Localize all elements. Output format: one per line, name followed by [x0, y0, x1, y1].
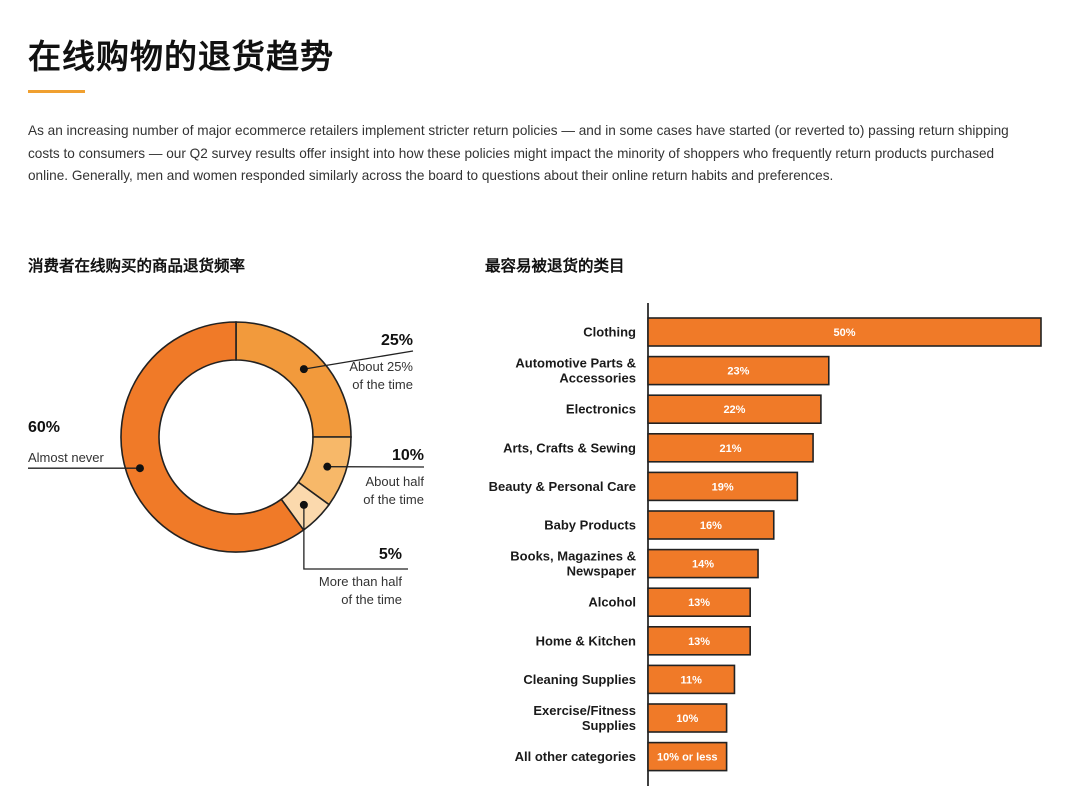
- slice-category-label: Almost never: [28, 450, 105, 465]
- bar-data-label: 50%: [833, 327, 855, 339]
- slice-value-label: 5%: [379, 546, 402, 563]
- leader-line: [303, 504, 408, 570]
- bar: [647, 317, 1042, 347]
- bar: [647, 471, 799, 502]
- bar-category-label: Beauty & Personal Care: [489, 479, 636, 494]
- bar-data-label: 16%: [700, 520, 722, 532]
- bar: [647, 548, 759, 579]
- leader-dot: [299, 500, 308, 509]
- leader-line: [303, 350, 414, 370]
- bar: [647, 432, 814, 463]
- intro-paragraph: As an increasing number of major ecommer…: [28, 123, 1009, 183]
- bar-category-label: Arts, Crafts & Sewing: [503, 440, 636, 455]
- slice-value-label: 60%: [28, 419, 60, 436]
- bar: [647, 587, 751, 618]
- bar-category-label: Baby Products: [544, 518, 636, 533]
- slice-value-label: 25%: [381, 332, 413, 349]
- bar-data-label: 13%: [688, 636, 710, 648]
- bar-data-label: 19%: [712, 481, 734, 493]
- title-underline: [28, 90, 85, 93]
- leader-dot: [323, 462, 332, 471]
- bar: [647, 741, 728, 772]
- bar-category-label: Cleaning Supplies: [523, 672, 636, 687]
- bar-category-label: Books, Magazines & Newspaper: [510, 549, 636, 579]
- bar-data-label: 22%: [723, 404, 745, 416]
- slice-category-label: About half of the time: [363, 474, 424, 507]
- bar-data-label: 23%: [727, 366, 749, 378]
- bar-data-label: 10% or less: [657, 752, 718, 764]
- bar-category-label: Electronics: [566, 402, 636, 417]
- bar-data-label: 10%: [676, 713, 698, 725]
- bar-data-label: 14%: [692, 559, 714, 571]
- bar-category-label: Automotive Parts & Accessories: [515, 356, 636, 386]
- page-title: 在线购物的退货趋势: [28, 37, 334, 76]
- bar-category-label: Alcohol: [588, 595, 636, 610]
- bar-data-label: 13%: [688, 597, 710, 609]
- slice-category-label: About 25% of the time: [349, 359, 413, 392]
- donut-chart-title: 消费者在线购买的商品退货频率: [28, 257, 246, 275]
- bar: [647, 703, 728, 733]
- leader-dot: [299, 365, 308, 374]
- bar-category-label: All other categories: [515, 749, 636, 764]
- bar-data-label: 11%: [681, 674, 703, 686]
- bar-chart-title: 最容易被退货的类目: [485, 257, 625, 275]
- bar: [647, 625, 751, 656]
- bar: [647, 355, 830, 386]
- bar: [647, 394, 822, 425]
- leader-dot: [135, 464, 144, 473]
- donut-slice: [120, 321, 305, 553]
- bar-data-label: 21%: [720, 443, 742, 455]
- bar-category-label: Home & Kitchen: [536, 633, 636, 648]
- bar-category-label: Exercise/Fitness Supplies: [533, 703, 636, 733]
- bar: [647, 664, 736, 695]
- bar: [647, 510, 775, 540]
- slice-category-label: More than half of the time: [319, 574, 402, 607]
- bar-category-label: Clothing: [583, 325, 636, 340]
- slice-value-label: 10%: [392, 447, 424, 464]
